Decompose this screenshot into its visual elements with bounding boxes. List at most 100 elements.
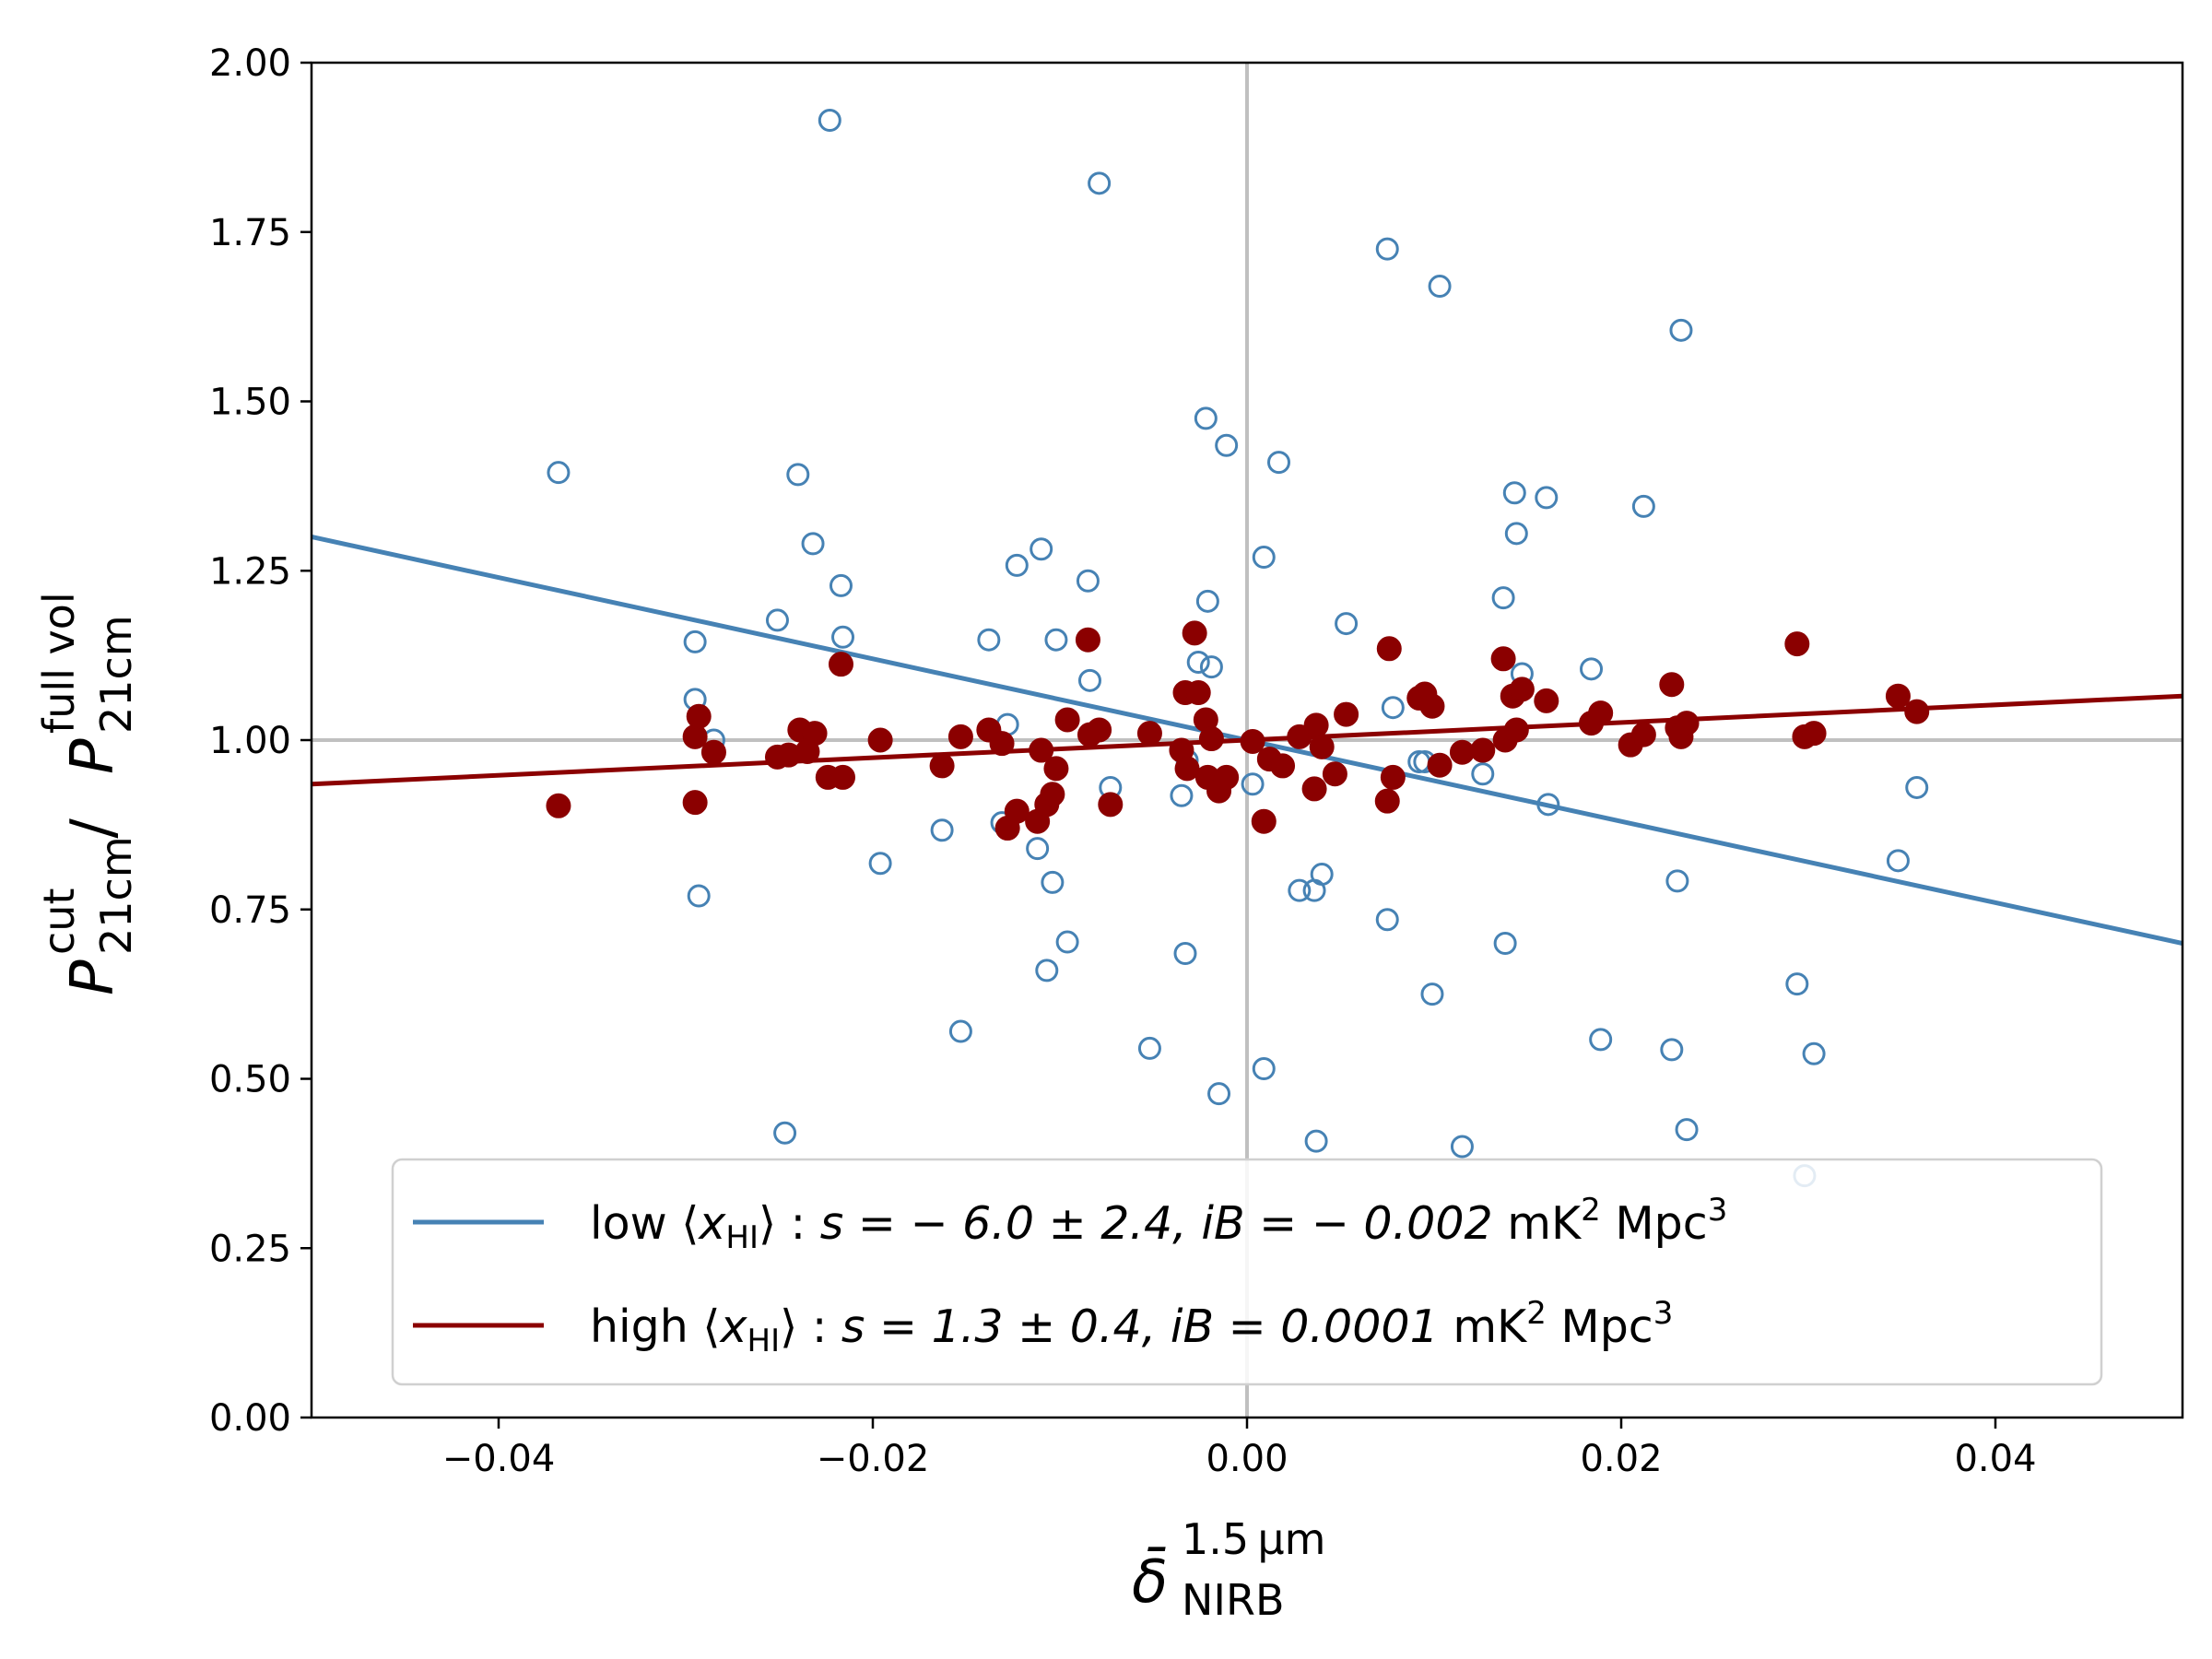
point-low-43 <box>1288 878 1312 902</box>
legend-low-mid: ⟩ : <box>759 1197 820 1250</box>
point-high-24 <box>1043 756 1069 782</box>
point-low-6 <box>773 1121 797 1145</box>
y-tick-label: 0.75 <box>209 889 291 932</box>
point-high-12 <box>830 764 856 790</box>
point-high-67 <box>1588 700 1614 726</box>
point-high-25 <box>1054 707 1080 733</box>
series-high <box>546 620 1930 841</box>
point-low-19 <box>1026 837 1050 861</box>
point-high-38 <box>1198 726 1224 752</box>
point-high-69 <box>1630 722 1656 747</box>
point-low-10 <box>829 573 853 597</box>
point-high-2 <box>682 724 708 749</box>
point-high-17 <box>989 731 1015 757</box>
legend-high-unit-a: mK <box>1439 1300 1528 1353</box>
point-low-30 <box>1170 783 1194 807</box>
point-high-41 <box>1240 728 1265 754</box>
y-label-num-sup: cut <box>34 888 84 955</box>
point-low-53 <box>1420 982 1444 1006</box>
point-high-3 <box>686 703 712 729</box>
point-low-20 <box>1030 537 1053 561</box>
legend-label-low: low ⟨xHI⟩ : s = − 6.0 ± 2.4, iB = − 0.00… <box>590 1192 1727 1256</box>
point-high-47 <box>1303 712 1329 738</box>
point-low-31 <box>1173 942 1197 966</box>
legend-low-prefix: low ⟨ <box>590 1197 699 1250</box>
legend-high-var: x <box>719 1300 748 1353</box>
point-low-13 <box>930 818 954 842</box>
point-high-30 <box>1136 721 1162 747</box>
point-high-28 <box>1087 717 1112 743</box>
point-low-67 <box>1660 1038 1684 1062</box>
point-high-4 <box>700 739 726 765</box>
point-low-25 <box>1076 569 1100 593</box>
point-low-60 <box>1504 522 1528 546</box>
point-high-26 <box>1075 627 1100 653</box>
point-low-69 <box>1669 318 1693 342</box>
x-tick-label: 0.00 <box>1206 1438 1288 1480</box>
point-low-1 <box>683 629 707 653</box>
x-axis-label-sub: NIRB <box>1182 1575 1285 1625</box>
point-high-44 <box>1270 753 1296 779</box>
point-low-38 <box>1215 433 1239 457</box>
point-low-49 <box>1375 908 1399 932</box>
point-low-26 <box>1077 668 1101 692</box>
point-high-64 <box>1509 677 1535 702</box>
point-low-47 <box>1335 612 1359 636</box>
point-high-53 <box>1380 764 1406 790</box>
y-label-separator: / <box>59 800 127 857</box>
point-low-29 <box>1137 1036 1161 1060</box>
data-points <box>546 108 1930 1188</box>
point-high-59 <box>1470 737 1496 763</box>
point-high-50 <box>1334 701 1359 727</box>
y-tick-label: 2.00 <box>209 42 291 85</box>
point-high-13 <box>867 727 893 753</box>
y-tick-label: 1.50 <box>209 382 291 424</box>
y-axis: 0.00 0.25 0.50 0.75 1.00 1.25 1.50 1.75 2.00 <box>209 42 312 1440</box>
point-low-14 <box>948 1019 972 1043</box>
point-low-21 <box>1035 959 1059 982</box>
legend-low-unit-b-sup: 3 <box>1708 1192 1728 1229</box>
point-low-9 <box>818 108 841 132</box>
y-tick-label: 1.00 <box>209 720 291 762</box>
point-low-0 <box>547 461 571 485</box>
point-low-22 <box>1041 870 1065 894</box>
point-low-63 <box>1536 793 1560 817</box>
point-high-63 <box>1503 717 1529 743</box>
x-tick-label: −0.02 <box>817 1438 930 1480</box>
legend: low ⟨xHI⟩ : s = − 6.0 ± 2.4, iB = − 0.00… <box>391 1158 2103 1386</box>
y-tick-label: 0.25 <box>209 1228 291 1270</box>
point-high-46 <box>1301 776 1327 802</box>
legend-low-var-sub: HI <box>725 1219 759 1256</box>
point-low-56 <box>1471 762 1495 786</box>
point-low-59 <box>1502 481 1526 505</box>
y-tick-label: 0.50 <box>209 1059 291 1101</box>
legend-low-var: x <box>697 1197 726 1250</box>
y-label-den-sub: 21cm <box>91 615 141 734</box>
point-high-23 <box>1040 782 1065 807</box>
point-low-24 <box>1055 930 1079 954</box>
point-high-40 <box>1214 764 1240 790</box>
legend-high-s: s = 1.3 ± 0.4, <box>841 1300 1171 1353</box>
point-low-50 <box>1381 696 1405 720</box>
legend-high-unit-b: Mpc <box>1547 1300 1653 1353</box>
legend-high-unit-a-sup: 2 <box>1526 1295 1547 1332</box>
point-high-74 <box>1784 631 1810 657</box>
x-tick-label: −0.04 <box>442 1438 556 1480</box>
point-low-46 <box>1310 863 1334 887</box>
point-high-65 <box>1534 688 1559 713</box>
point-low-5 <box>765 608 789 632</box>
point-high-15 <box>947 724 973 749</box>
point-high-77 <box>1885 683 1911 709</box>
point-high-21 <box>1029 737 1054 763</box>
point-high-19 <box>1004 798 1030 824</box>
x-tick-label: 0.04 <box>1954 1438 2036 1480</box>
legend-box <box>391 1158 2103 1386</box>
legend-high-var-sub: HI <box>747 1323 781 1359</box>
point-low-27 <box>1088 171 1112 195</box>
point-low-39 <box>1241 772 1265 796</box>
point-low-34 <box>1194 406 1218 430</box>
point-low-65 <box>1589 1028 1613 1052</box>
point-high-70 <box>1659 672 1685 698</box>
point-low-3 <box>687 884 711 908</box>
